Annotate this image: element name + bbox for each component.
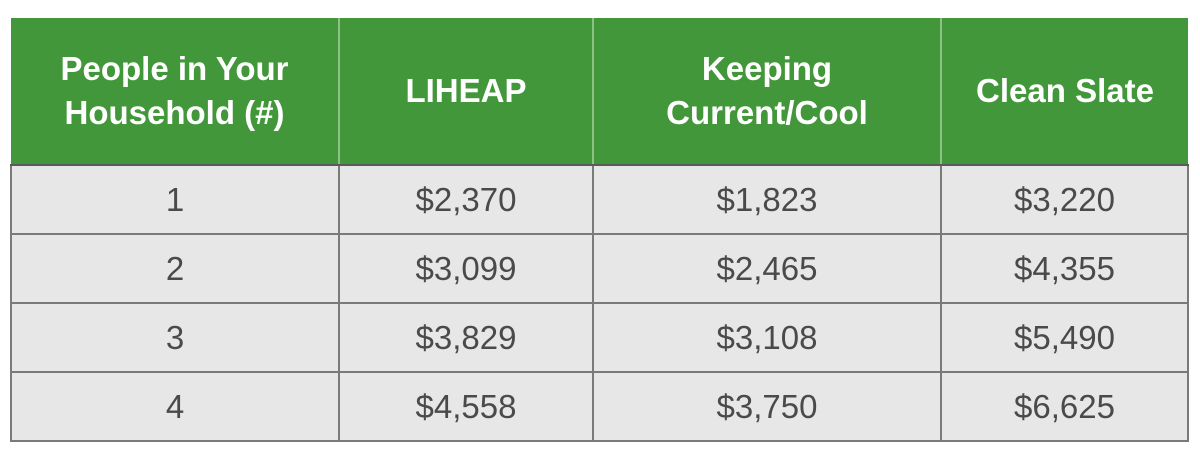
cell-keeping-current-cool: $1,823 [592,164,942,235]
header-clean-slate: Clean Slate [940,18,1188,166]
cell-household-size: 4 [10,371,340,442]
cell-keeping-current-cool: $3,108 [592,302,942,373]
header-line: Clean Slate [976,72,1154,109]
cell-liheap: $3,099 [338,233,594,304]
cell-clean-slate: $3,220 [940,164,1189,235]
table-header: People in Your Household (#) LIHEAP Keep… [11,18,1188,166]
cell-clean-slate: $4,355 [940,233,1189,304]
cell-household-size: 1 [10,164,340,235]
table-row: 1 $2,370 $1,823 $3,220 [10,164,1189,235]
income-limits-table: People in Your Household (#) LIHEAP Keep… [10,18,1189,442]
header-line: Keeping [701,50,833,87]
table-row: 3 $3,829 $3,108 $5,490 [10,302,1189,373]
cell-clean-slate: $6,625 [940,371,1189,442]
cell-liheap: $4,558 [338,371,594,442]
cell-household-size: 2 [10,233,340,304]
header-keeping-current-cool: Keeping Current/Cool [592,18,942,166]
header-liheap: LIHEAP [338,18,594,166]
cell-liheap: $2,370 [338,164,594,235]
header-household-size: People in Your Household (#) [11,18,340,166]
table-row: 2 $3,099 $2,465 $4,355 [10,233,1189,304]
cell-household-size: 3 [10,302,340,373]
header-line: Household (#) [64,94,285,131]
table-row: 4 $4,558 $3,750 $6,625 [10,371,1189,442]
header-line: Current/Cool [666,94,868,131]
header-row: People in Your Household (#) LIHEAP Keep… [11,18,1188,166]
cell-clean-slate: $5,490 [940,302,1189,373]
header-line: LIHEAP [405,72,527,109]
table-body: 1 $2,370 $1,823 $3,220 2 $3,099 $2,465 $… [10,164,1189,442]
header-line: People in Your [60,50,289,87]
cell-keeping-current-cool: $3,750 [592,371,942,442]
cell-liheap: $3,829 [338,302,594,373]
cell-keeping-current-cool: $2,465 [592,233,942,304]
